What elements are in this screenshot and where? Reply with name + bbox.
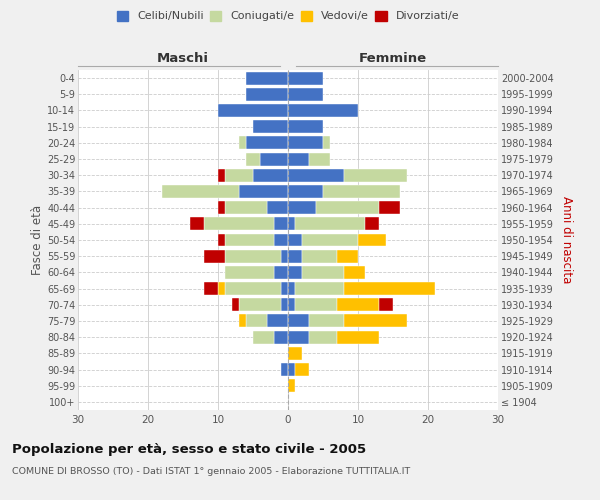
Bar <box>288 104 358 117</box>
Legend: Celibi/Nubili, Coniugati/e, Vedovi/e, Divorziati/e: Celibi/Nubili, Coniugati/e, Vedovi/e, Di… <box>117 10 459 22</box>
Bar <box>225 201 267 214</box>
Bar <box>253 120 288 133</box>
Y-axis label: Anni di nascita: Anni di nascita <box>560 196 573 284</box>
Bar <box>288 120 323 133</box>
Bar <box>379 298 393 311</box>
Bar <box>253 330 274 344</box>
Bar <box>302 250 337 262</box>
Bar <box>225 169 253 181</box>
Bar <box>295 363 309 376</box>
Bar <box>344 266 365 279</box>
Bar <box>337 330 379 344</box>
Bar <box>246 152 260 166</box>
Bar <box>295 298 337 311</box>
Bar <box>225 234 274 246</box>
Bar <box>281 250 288 262</box>
Bar <box>295 218 365 230</box>
Bar <box>288 250 302 262</box>
Bar <box>288 379 295 392</box>
Bar <box>288 136 323 149</box>
Bar <box>274 266 288 279</box>
Text: Popolazione per età, sesso e stato civile - 2005: Popolazione per età, sesso e stato civil… <box>12 442 366 456</box>
Bar <box>274 218 288 230</box>
Bar <box>288 88 323 101</box>
Text: COMUNE DI BROSSO (TO) - Dati ISTAT 1° gennaio 2005 - Elaborazione TUTTITALIA.IT: COMUNE DI BROSSO (TO) - Dati ISTAT 1° ge… <box>12 468 410 476</box>
Bar <box>288 72 323 85</box>
Bar <box>239 136 246 149</box>
Bar <box>281 363 288 376</box>
Bar <box>288 347 302 360</box>
Text: Femmine: Femmine <box>359 52 427 65</box>
Bar <box>309 152 330 166</box>
Bar <box>204 250 225 262</box>
Bar <box>302 266 344 279</box>
Bar <box>225 282 281 295</box>
Bar <box>379 201 400 214</box>
Bar <box>246 136 288 149</box>
Bar <box>260 152 288 166</box>
Bar <box>288 266 302 279</box>
Bar <box>288 314 309 328</box>
Bar <box>309 314 344 328</box>
Bar <box>218 104 288 117</box>
Bar <box>218 169 225 181</box>
Text: Maschi: Maschi <box>157 52 209 65</box>
Bar <box>267 314 288 328</box>
Bar <box>225 266 274 279</box>
Bar <box>288 234 302 246</box>
Bar <box>323 185 400 198</box>
Bar <box>323 136 330 149</box>
Bar <box>204 282 218 295</box>
Bar <box>246 314 267 328</box>
Bar <box>288 152 309 166</box>
Bar <box>358 234 386 246</box>
Bar <box>337 250 358 262</box>
Bar <box>239 185 288 198</box>
Y-axis label: Fasce di età: Fasce di età <box>31 205 44 275</box>
Bar <box>239 298 281 311</box>
Bar <box>288 282 295 295</box>
Bar <box>190 218 204 230</box>
Bar <box>274 234 288 246</box>
Bar <box>288 298 295 311</box>
Bar <box>232 298 239 311</box>
Bar <box>204 218 274 230</box>
Bar <box>288 185 323 198</box>
Bar <box>246 88 288 101</box>
Bar <box>225 250 281 262</box>
Bar <box>253 169 288 181</box>
Bar <box>281 298 288 311</box>
Bar <box>344 169 407 181</box>
Bar <box>309 330 337 344</box>
Bar <box>316 201 379 214</box>
Bar <box>302 234 358 246</box>
Bar <box>218 201 225 214</box>
Bar <box>337 298 379 311</box>
Bar <box>274 330 288 344</box>
Bar <box>288 330 309 344</box>
Bar <box>239 314 246 328</box>
Bar <box>288 169 344 181</box>
Bar <box>344 282 435 295</box>
Bar <box>218 282 225 295</box>
Bar <box>288 218 295 230</box>
Bar <box>344 314 407 328</box>
Bar <box>288 201 316 214</box>
Bar <box>295 282 344 295</box>
Bar <box>281 282 288 295</box>
Bar <box>218 234 225 246</box>
Bar <box>288 363 295 376</box>
Bar <box>365 218 379 230</box>
Bar <box>267 201 288 214</box>
Bar <box>246 72 288 85</box>
Bar <box>162 185 239 198</box>
